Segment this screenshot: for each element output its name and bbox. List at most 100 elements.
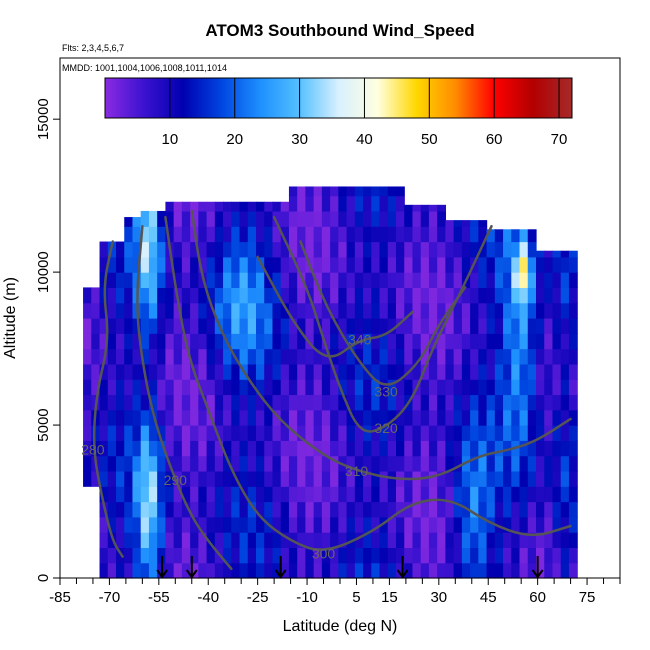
- heatmap-cell: [428, 440, 438, 457]
- heatmap-cell: [354, 348, 364, 365]
- heatmap-cell: [140, 210, 150, 227]
- heatmap-cell: [280, 333, 290, 350]
- heatmap-cell: [494, 256, 504, 273]
- heatmap-cell: [239, 425, 249, 441]
- heatmap-cell: [428, 516, 438, 533]
- heatmap-cell: [511, 455, 521, 472]
- heatmap-cell: [560, 302, 570, 319]
- heatmap-cell: [173, 425, 183, 441]
- heatmap-cell: [181, 394, 191, 411]
- heatmap-cell: [165, 562, 175, 579]
- heatmap-cell: [99, 394, 109, 411]
- heatmap-cell: [288, 287, 298, 304]
- heatmap-cell: [338, 272, 348, 289]
- heatmap-cell: [198, 226, 208, 243]
- heatmap-cell: [256, 272, 265, 289]
- heatmap-cell: [272, 425, 282, 441]
- heatmap-cell: [461, 333, 471, 350]
- heatmap-cell: [486, 272, 496, 289]
- heatmap-cell: [280, 516, 290, 533]
- heatmap-cell: [461, 486, 471, 503]
- heatmap-cell: [206, 547, 216, 564]
- heatmap-cell: [330, 394, 339, 411]
- colorbar: 10 20 30 40 50 60 70: [104, 77, 573, 148]
- heatmap-cell: [132, 470, 142, 487]
- heatmap-cell: [412, 272, 422, 289]
- heatmap-cell: [116, 272, 125, 289]
- heatmap-cell: [346, 302, 356, 319]
- heatmap-cell: [527, 516, 537, 533]
- heatmap-cell: [165, 409, 175, 426]
- heatmap-cell: [140, 409, 150, 426]
- heatmap-cell: [272, 333, 282, 350]
- heatmap-cell: [527, 318, 537, 334]
- heatmap-cell: [420, 440, 430, 457]
- heatmap-cell: [346, 287, 356, 304]
- heatmap-cell: [354, 302, 364, 319]
- heatmap-cell: [478, 516, 488, 533]
- heatmap-cell: [560, 272, 570, 289]
- heatmap-cell: [239, 348, 249, 365]
- heatmap-cell: [552, 516, 562, 533]
- heatmap-cell: [256, 348, 265, 365]
- heatmap-cell: [379, 256, 389, 273]
- heatmap-cell: [107, 394, 117, 411]
- heatmap-cell: [247, 501, 257, 518]
- colorbar-tick-label: 60: [486, 131, 503, 148]
- heatmap-cell: [190, 455, 199, 472]
- heatmap-cell: [338, 532, 348, 549]
- heatmap-cell: [552, 547, 562, 564]
- heatmap-cell: [91, 348, 101, 365]
- heatmap-cell: [223, 272, 232, 289]
- heatmap-cell: [107, 516, 117, 533]
- heatmap-cell: [412, 241, 422, 258]
- heatmap-cell: [206, 348, 216, 365]
- heatmap-cell: [461, 409, 471, 426]
- heatmap-cell: [544, 363, 554, 380]
- heatmap-cell: [338, 226, 348, 243]
- heatmap-cell: [313, 195, 323, 212]
- heatmap-cell: [404, 318, 414, 334]
- heatmap-cell: [519, 394, 529, 411]
- heatmap-cell: [461, 363, 471, 380]
- heatmap-cell: [404, 547, 414, 564]
- heatmap-cell: [552, 455, 562, 472]
- heatmap-cell: [560, 379, 570, 396]
- heatmap-cell: [338, 210, 348, 227]
- heatmap-cell: [148, 532, 158, 549]
- heatmap-cell: [428, 425, 438, 441]
- heatmap-cell: [247, 409, 257, 426]
- heatmap-cell: [256, 455, 265, 472]
- heatmap-cell: [396, 409, 405, 426]
- heatmap-cell: [461, 318, 471, 334]
- heatmap-cell: [552, 318, 562, 334]
- heatmap-cell: [321, 562, 331, 579]
- heatmap-cell: [428, 302, 438, 319]
- heatmap-cell: [494, 318, 504, 334]
- heatmap-cell: [330, 547, 339, 564]
- heatmap-cell: [346, 348, 356, 365]
- heatmap-cell: [478, 455, 488, 472]
- heatmap-cell: [371, 256, 381, 273]
- heatmap-cell: [223, 516, 232, 533]
- y-tick-label: 15000: [35, 98, 52, 140]
- contour-label: 310: [345, 463, 369, 479]
- heatmap-cell: [124, 394, 134, 411]
- heatmap-cell: [116, 470, 125, 487]
- heatmap-cell: [338, 348, 348, 365]
- heatmap-cell: [453, 455, 463, 472]
- heatmap-cell: [264, 409, 274, 426]
- heatmap-cell: [173, 348, 183, 365]
- y-tick-label: 0: [35, 574, 52, 582]
- heatmap-cell: [247, 348, 257, 365]
- heatmap-cell: [404, 348, 414, 365]
- heatmap-cell: [124, 272, 134, 289]
- heatmap-cell: [536, 348, 545, 365]
- heatmap-cell: [190, 440, 199, 457]
- heatmap-cell: [198, 470, 208, 487]
- heatmap-cell: [552, 272, 562, 289]
- heatmap-cell: [371, 486, 381, 503]
- heatmap-cell: [288, 302, 298, 319]
- heatmap-cell: [445, 220, 455, 227]
- heatmap-cell: [181, 409, 191, 426]
